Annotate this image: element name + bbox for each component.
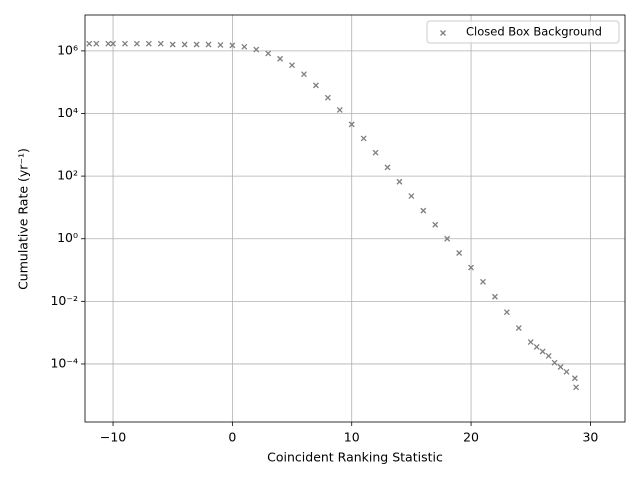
point — [408, 193, 415, 200]
point — [336, 106, 343, 113]
point — [515, 325, 522, 332]
point — [277, 55, 284, 62]
x-axis-label: Coincident Ranking Statistic — [267, 450, 443, 465]
point — [289, 62, 296, 69]
point — [133, 40, 140, 47]
plot-frame — [84, 14, 626, 423]
point — [169, 41, 176, 48]
x-tick-label: 0 — [228, 430, 236, 445]
point — [86, 40, 93, 47]
point — [432, 221, 439, 228]
point — [157, 40, 164, 47]
point — [396, 178, 403, 185]
y-tick-label: 10⁰ — [57, 230, 78, 245]
point — [491, 293, 498, 300]
point — [480, 278, 486, 285]
legend-label: Closed Box Background — [466, 25, 602, 39]
point — [265, 50, 272, 57]
point — [573, 384, 580, 391]
x-tick-label: 10 — [344, 430, 360, 445]
point — [557, 364, 564, 370]
y-tick-label: 10⁻⁴ — [50, 355, 78, 370]
point — [181, 41, 188, 48]
point — [527, 339, 534, 346]
y-tick-label: 10⁻² — [50, 293, 78, 308]
point — [384, 164, 391, 171]
point — [571, 375, 578, 382]
point — [205, 41, 212, 48]
point — [563, 368, 570, 375]
point — [110, 40, 117, 47]
point — [229, 42, 236, 49]
point — [551, 359, 558, 366]
point — [193, 41, 200, 48]
point — [372, 149, 379, 156]
point — [444, 235, 451, 242]
point — [241, 43, 248, 50]
point — [312, 82, 319, 89]
y-tick-label: 10⁴ — [57, 105, 78, 120]
point — [360, 135, 367, 142]
point — [545, 353, 552, 359]
legend-marker — [440, 30, 446, 36]
point — [456, 250, 463, 256]
point — [145, 40, 152, 47]
x-tick-label: −10 — [100, 430, 126, 445]
y-axis-label: Cumulative Rate (yr⁻¹) — [16, 148, 31, 290]
y-tick-label: 10² — [57, 168, 78, 183]
point — [539, 348, 546, 355]
point — [468, 264, 475, 271]
point — [348, 121, 355, 128]
y-tick-label: 10⁶ — [57, 42, 78, 57]
x-tick-label: 30 — [582, 430, 598, 445]
point — [122, 40, 128, 47]
point — [533, 343, 540, 350]
point — [420, 207, 427, 214]
point — [217, 41, 224, 48]
x-tick-label: 20 — [463, 430, 479, 445]
point — [324, 94, 331, 101]
point — [105, 40, 112, 47]
point — [503, 309, 510, 316]
legend-box — [426, 20, 620, 44]
point — [301, 71, 307, 78]
point — [93, 40, 100, 47]
point — [253, 46, 260, 53]
